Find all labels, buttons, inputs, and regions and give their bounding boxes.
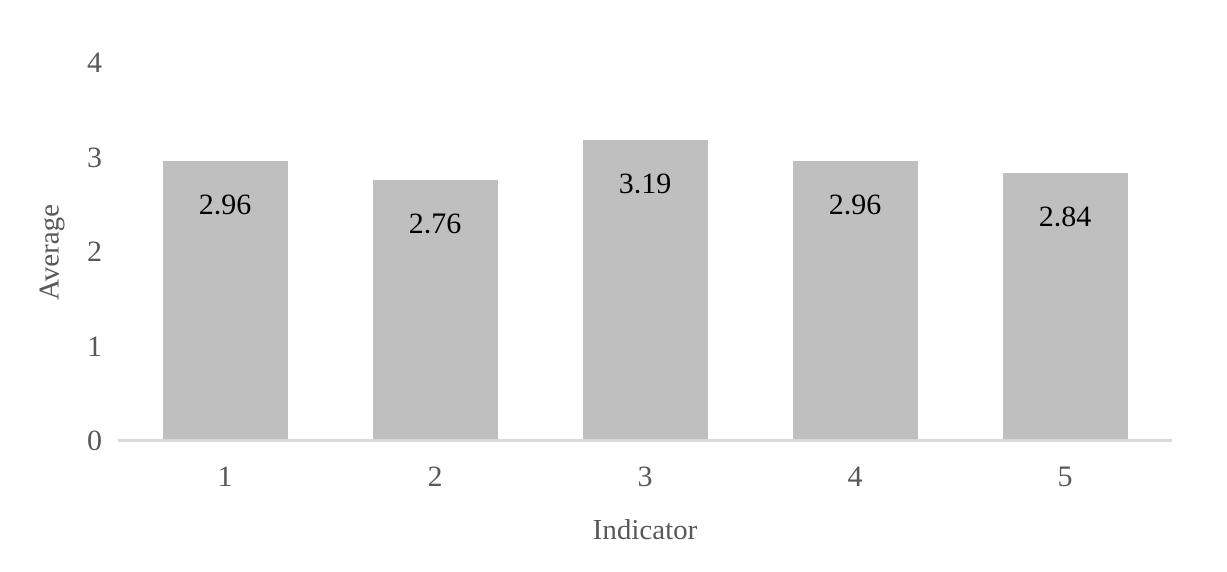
bar-value-label: 2.76 — [408, 207, 462, 241]
plot-area: 2.96 2.76 3.19 2.96 2.84 — [120, 63, 1170, 441]
y-tick-label: 1 — [87, 329, 102, 363]
y-tick-label: 0 — [87, 424, 102, 457]
x-tick-label: 3 — [637, 460, 653, 493]
x-tick-label: 2 — [427, 460, 443, 493]
y-tick-label: 4 — [87, 46, 102, 79]
x-tick-label: 5 — [1057, 460, 1073, 493]
bar-value-label: 2.96 — [828, 188, 882, 222]
bar: 2.76 — [372, 180, 498, 441]
x-tick-label: 4 — [847, 460, 863, 493]
bar-value-label: 2.84 — [1038, 199, 1092, 233]
y-tick-label: 2 — [87, 235, 102, 268]
x-axis-title: Indicator — [592, 514, 698, 546]
x-tick-label: 1 — [217, 460, 233, 493]
bar-value-label: 3.19 — [618, 166, 672, 200]
bar: 2.96 — [792, 161, 918, 441]
y-tick-label: 3 — [87, 140, 102, 174]
bar: 2.84 — [1002, 172, 1128, 441]
bar-value-label: 2.96 — [198, 188, 252, 222]
x-axis-line — [118, 439, 1172, 442]
bar: 3.19 — [582, 139, 708, 441]
bar: 2.96 — [162, 161, 288, 441]
